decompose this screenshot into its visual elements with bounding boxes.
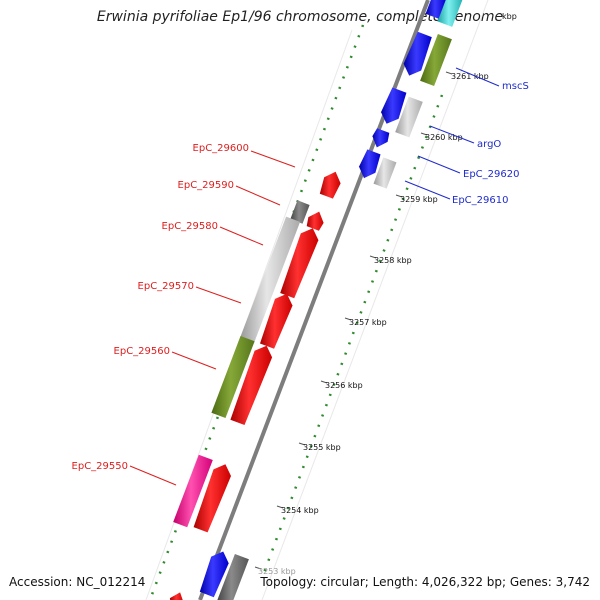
gene-label-epc29580: EpC_29580 xyxy=(162,221,218,232)
tick-label-partial-top: kbp xyxy=(502,12,517,21)
leader-epc29570 xyxy=(195,286,242,304)
tick-label-partial-bottom: 3253 kbp xyxy=(258,567,296,576)
feature-gray-a xyxy=(395,96,423,138)
gene-label-epc29590: EpC_29590 xyxy=(178,180,234,191)
tick-label-3257: 3257 kbp xyxy=(349,318,387,327)
feature-red-epc29600 xyxy=(319,171,341,199)
gene-label-epc29570: EpC_29570 xyxy=(138,281,194,292)
tick-label-3255: 3255 kbp xyxy=(303,443,341,452)
tick-label-3256: 3256 kbp xyxy=(325,381,363,390)
tick-label-3258: 3258 kbp xyxy=(374,256,412,265)
leader-epc29610 xyxy=(404,180,451,200)
scale-tick xyxy=(344,317,352,321)
scale-tick xyxy=(445,71,453,75)
feature-red-bottom xyxy=(169,592,183,600)
scale-tick xyxy=(276,505,284,509)
leader-epc29600 xyxy=(250,150,296,168)
gene-label-mscs: mscS xyxy=(502,81,529,92)
feature-gray-epc29610 xyxy=(373,157,397,189)
gene-label-argo: argO xyxy=(477,139,501,150)
tick-label-3259: 3259 kbp xyxy=(400,195,438,204)
feature-red-epc29590 xyxy=(306,211,324,231)
map-title: Erwinia pyrifoliae Ep1/96 chromosome, co… xyxy=(96,9,504,25)
feature-dark-bottom xyxy=(217,554,249,600)
scale-tick xyxy=(369,255,377,259)
gene-label-epc29620: EpC_29620 xyxy=(463,169,519,180)
scale-tick xyxy=(298,442,306,446)
feature-blue-epc29620 xyxy=(359,149,381,179)
tick-label-3254: 3254 kbp xyxy=(281,506,319,515)
leader-epc29590 xyxy=(235,185,281,206)
leader-mscs xyxy=(455,67,500,87)
feature-green-top xyxy=(420,34,452,86)
gene-label-epc29600: EpC_29600 xyxy=(193,143,249,154)
gene-label-epc29610: EpC_29610 xyxy=(452,195,508,206)
leader-epc29560 xyxy=(171,351,217,370)
scale-tick xyxy=(320,380,328,384)
feature-gray-long xyxy=(239,216,301,344)
track-outline-right xyxy=(261,0,489,600)
accession-text: Accession: NC_012214 xyxy=(9,575,146,589)
gene-label-epc29560: EpC_29560 xyxy=(114,346,170,357)
feature-blue-small xyxy=(372,128,390,148)
feature-blue-top-a xyxy=(425,0,446,19)
leader-epc29620 xyxy=(417,155,461,174)
leader-argo xyxy=(429,125,475,144)
genome-summary-text: Topology: circular; Length: 4,026,322 bp… xyxy=(260,575,590,589)
scale-tick xyxy=(254,566,262,570)
leader-epc29580 xyxy=(219,226,264,246)
scale-tick xyxy=(420,132,428,136)
feature-blue-mscs xyxy=(403,31,432,76)
feature-track xyxy=(169,0,463,600)
scale-ticks xyxy=(254,71,453,570)
feature-red-epc29550 xyxy=(193,464,231,533)
gc-track-inner xyxy=(260,94,444,579)
feature-red-epc29560 xyxy=(230,345,273,425)
feature-dark-small xyxy=(290,200,310,224)
feature-blue-bottom xyxy=(199,551,229,598)
gene-label-epc29550: EpC_29550 xyxy=(72,461,128,472)
feature-cyan-top xyxy=(437,0,463,27)
feature-green-epc29560 xyxy=(211,336,255,418)
tick-label-3261: 3261 kbp xyxy=(451,72,489,81)
tick-label-3260: 3260 kbp xyxy=(425,133,463,142)
feature-blue-argo xyxy=(381,87,407,124)
feature-red-epc29570 xyxy=(260,293,293,349)
feature-red-epc29580 xyxy=(280,228,319,299)
feature-pink-epc29550 xyxy=(173,454,213,528)
scale-tick xyxy=(395,194,403,198)
leader-epc29550 xyxy=(129,465,177,486)
